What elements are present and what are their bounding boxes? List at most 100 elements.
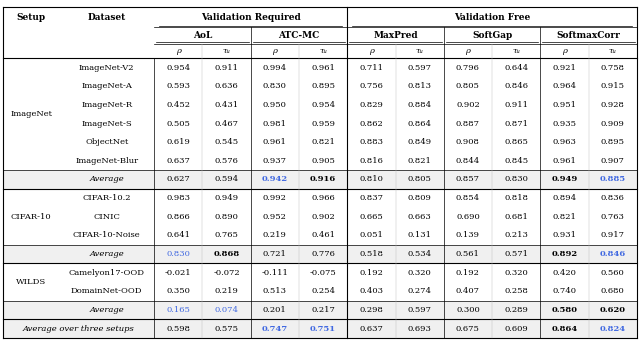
Text: WILDS: WILDS	[16, 278, 46, 286]
Text: 0.865: 0.865	[504, 138, 528, 146]
Text: 0.894: 0.894	[552, 194, 577, 202]
Text: CIFAR-10.2: CIFAR-10.2	[83, 194, 131, 202]
Bar	[3, 170, 637, 189]
Text: 0.994: 0.994	[263, 64, 287, 71]
Text: ρ: ρ	[465, 47, 470, 55]
Text: 0.871: 0.871	[504, 120, 528, 127]
Text: 0.846: 0.846	[600, 250, 626, 258]
Text: 0.845: 0.845	[504, 157, 528, 165]
Text: 0.905: 0.905	[311, 157, 335, 165]
Text: 0.862: 0.862	[360, 120, 383, 127]
Text: 0.594: 0.594	[214, 175, 239, 183]
Text: 0.298: 0.298	[360, 306, 383, 314]
Text: 0.561: 0.561	[456, 250, 480, 258]
Text: Average: Average	[90, 306, 124, 314]
Text: 0.961: 0.961	[311, 64, 335, 71]
Text: 0.821: 0.821	[311, 138, 335, 146]
Text: 0.765: 0.765	[214, 231, 239, 239]
Text: 0.740: 0.740	[552, 287, 577, 295]
Text: 0.921: 0.921	[552, 64, 577, 71]
Text: 0.963: 0.963	[552, 138, 577, 146]
Text: -0.021: -0.021	[165, 269, 191, 277]
Text: 0.580: 0.580	[552, 306, 577, 314]
Text: AoL: AoL	[193, 31, 212, 40]
Text: 0.571: 0.571	[504, 250, 528, 258]
Text: 0.949: 0.949	[551, 175, 577, 183]
Text: 0.818: 0.818	[504, 194, 528, 202]
Text: 0.915: 0.915	[601, 82, 625, 90]
Text: 0.663: 0.663	[408, 213, 431, 221]
Text: 0.854: 0.854	[456, 194, 480, 202]
Text: SoftmaxCorr: SoftmaxCorr	[557, 31, 620, 40]
Text: 0.911: 0.911	[214, 64, 239, 71]
Text: ATC-MC: ATC-MC	[278, 31, 319, 40]
Text: 0.864: 0.864	[551, 325, 577, 333]
Text: 0.219: 0.219	[263, 231, 287, 239]
Text: 0.217: 0.217	[311, 306, 335, 314]
Text: 0.598: 0.598	[166, 325, 190, 333]
Text: 0.213: 0.213	[504, 231, 528, 239]
Text: 0.902: 0.902	[311, 213, 335, 221]
Text: Setup: Setup	[17, 13, 46, 21]
Text: 0.992: 0.992	[263, 194, 287, 202]
Text: 0.560: 0.560	[601, 269, 625, 277]
Text: 0.885: 0.885	[600, 175, 626, 183]
Text: 0.916: 0.916	[310, 175, 336, 183]
Text: 0.431: 0.431	[214, 101, 239, 109]
Text: 0.942: 0.942	[262, 175, 288, 183]
Text: 0.420: 0.420	[552, 269, 577, 277]
Text: Average: Average	[90, 175, 124, 183]
Text: 0.830: 0.830	[504, 175, 528, 183]
Text: 0.074: 0.074	[214, 306, 239, 314]
Text: 0.836: 0.836	[601, 194, 625, 202]
Text: 0.320: 0.320	[408, 269, 431, 277]
Text: Camelyon17-OOD: Camelyon17-OOD	[68, 269, 145, 277]
Text: 0.681: 0.681	[504, 213, 528, 221]
Text: 0.620: 0.620	[600, 306, 626, 314]
Text: 0.758: 0.758	[601, 64, 625, 71]
Text: 0.911: 0.911	[504, 101, 528, 109]
Text: 0.866: 0.866	[166, 213, 190, 221]
Text: CINIC: CINIC	[93, 213, 120, 221]
Text: 0.763: 0.763	[601, 213, 625, 221]
Text: 0.593: 0.593	[166, 82, 190, 90]
Text: 0.636: 0.636	[214, 82, 239, 90]
Text: 0.576: 0.576	[214, 157, 239, 165]
Text: 0.274: 0.274	[408, 287, 431, 295]
Text: 0.952: 0.952	[263, 213, 287, 221]
Text: ImageNet-V2: ImageNet-V2	[79, 64, 134, 71]
Text: ρ: ρ	[176, 47, 180, 55]
Text: 0.908: 0.908	[456, 138, 480, 146]
Text: 0.864: 0.864	[408, 120, 431, 127]
Text: 0.983: 0.983	[166, 194, 190, 202]
Text: 0.961: 0.961	[552, 157, 577, 165]
Text: 0.857: 0.857	[456, 175, 480, 183]
Text: 0.981: 0.981	[263, 120, 287, 127]
Text: ρ: ρ	[369, 47, 374, 55]
Text: 0.300: 0.300	[456, 306, 480, 314]
Text: τᵤ: τᵤ	[319, 47, 327, 55]
Text: 0.883: 0.883	[360, 138, 383, 146]
Bar	[3, 319, 637, 338]
Text: Validation Required: Validation Required	[201, 13, 301, 21]
Text: ImageNet-Blur: ImageNet-Blur	[75, 157, 138, 165]
Text: 0.846: 0.846	[504, 82, 528, 90]
Text: 0.954: 0.954	[166, 64, 190, 71]
Text: τᵤ: τᵤ	[512, 47, 520, 55]
Text: 0.756: 0.756	[360, 82, 383, 90]
Text: 0.928: 0.928	[601, 101, 625, 109]
Text: 0.966: 0.966	[311, 194, 335, 202]
Text: 0.721: 0.721	[263, 250, 287, 258]
Text: 0.258: 0.258	[504, 287, 528, 295]
Text: Average over three setups: Average over three setups	[23, 325, 134, 333]
Text: 0.680: 0.680	[601, 287, 625, 295]
Text: 0.954: 0.954	[311, 101, 335, 109]
Text: 0.627: 0.627	[166, 175, 190, 183]
Text: 0.461: 0.461	[311, 231, 335, 239]
Text: 0.890: 0.890	[214, 213, 239, 221]
Text: 0.609: 0.609	[504, 325, 528, 333]
Text: 0.868: 0.868	[214, 250, 240, 258]
Text: 0.505: 0.505	[166, 120, 190, 127]
Text: 0.693: 0.693	[408, 325, 431, 333]
Text: 0.810: 0.810	[360, 175, 383, 183]
